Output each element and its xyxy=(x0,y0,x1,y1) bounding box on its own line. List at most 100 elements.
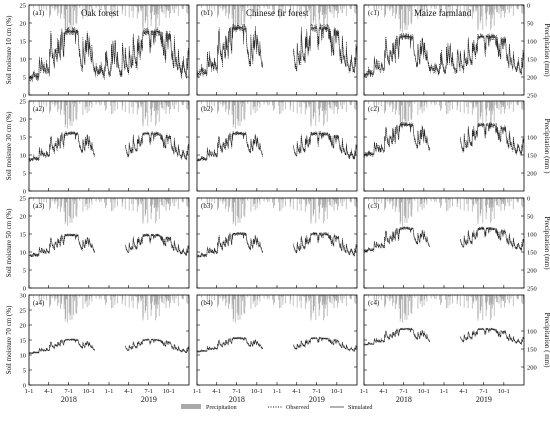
y-tick-label-right: 100 xyxy=(527,38,537,45)
y-tick-label-right: 200 xyxy=(527,170,537,177)
observed-series xyxy=(125,232,190,257)
panel-frame xyxy=(196,294,358,386)
simulated-series xyxy=(363,226,430,252)
panel-label: (b3) xyxy=(201,202,213,210)
simulated-series xyxy=(293,232,358,257)
panel-r3-c1: (a3) 0 5 10 15 20 25 xyxy=(20,195,190,292)
panel-frame xyxy=(363,197,525,289)
observed-series xyxy=(363,32,525,79)
y-axis-label-right: Precipitation ( mm) xyxy=(543,313,550,368)
x-tick-label: 10-1 xyxy=(83,388,95,395)
observed-series xyxy=(293,336,358,352)
panel-r1-c3: (c1) 0 50 100 150 200 250 xyxy=(363,2,537,99)
simulated-series xyxy=(28,29,190,80)
y-tick-label-left: 5 xyxy=(23,170,26,177)
x-tick-label: 1-1 xyxy=(25,388,34,395)
y-tick-label-left: 10 xyxy=(20,249,27,256)
y-tick-label-left: 25 xyxy=(20,195,27,202)
panel-label: (c3) xyxy=(368,202,380,210)
y-axis-label-left: Soil moisture 50 cm (%) xyxy=(5,208,13,277)
y-tick-label-right: 200 xyxy=(527,74,537,81)
simulated-series xyxy=(363,122,431,157)
observed-series xyxy=(28,232,96,258)
y-tick-label-left: 5 xyxy=(23,367,26,374)
simulated-series xyxy=(293,336,358,352)
observed-series xyxy=(460,327,525,345)
panel-frame xyxy=(28,294,190,386)
legend-swatch-precipitation xyxy=(181,404,201,409)
y-tick-label-left: 25 xyxy=(20,98,27,105)
observed-series xyxy=(363,327,431,347)
observed-series xyxy=(196,231,264,259)
panel-r4-c1: (a4) 0 5 10 15 20 25 30 1-1 4-1 7-1 10-1 1-1 4-1 7-1 10… xyxy=(20,292,190,404)
y-tick-label-left: 10 xyxy=(20,352,27,359)
panel-label: (b4) xyxy=(201,299,213,307)
y-tick-label-right: 100 xyxy=(527,231,537,238)
panel-label: (a4) xyxy=(33,299,45,307)
observed-series xyxy=(28,338,96,355)
y-tick-label-right: 200 xyxy=(527,364,537,371)
x-tick-label: 4-1 xyxy=(292,388,301,395)
x-tick-label: 1-1 xyxy=(193,388,202,395)
observed-series xyxy=(363,121,431,158)
x-tick-label: 10-1 xyxy=(163,388,175,395)
legend: Precipitation Observed Simulated xyxy=(181,404,372,411)
panel-r3-c3: (c3) 0 50 100 150 200 250 xyxy=(363,195,537,292)
panel-frame xyxy=(28,197,190,289)
year-label: 2018 xyxy=(396,395,412,404)
observed-series xyxy=(460,122,525,156)
year-label: 2019 xyxy=(309,395,325,404)
y-tick-label-left: 25 xyxy=(20,2,27,9)
year-label: 2019 xyxy=(141,395,157,404)
y-tick-label-right: 150 xyxy=(527,249,537,256)
y-tick-label-right: 0 xyxy=(527,2,530,9)
x-tick-label: 7-1 xyxy=(479,388,488,395)
panel-label: (b2) xyxy=(201,105,213,113)
year-label: 2018 xyxy=(229,395,245,404)
panel-label: (c4) xyxy=(368,299,380,307)
panel-label: (a1) xyxy=(33,9,45,17)
x-tick-label: 1-1 xyxy=(105,388,114,395)
simulated-series xyxy=(460,123,525,155)
x-tick-label: 1-1 xyxy=(440,388,449,395)
y-tick-label-left: 0 xyxy=(23,382,26,389)
y-tick-label-right: 100 xyxy=(527,134,537,141)
observed-series xyxy=(460,226,525,251)
y-tick-label-left: 20 xyxy=(20,116,27,123)
y-axis-label-left: Soil moisture 30 cm (%) xyxy=(5,111,13,180)
panel-title-maize-farmland: Maize farmland xyxy=(414,8,472,18)
observed-series xyxy=(28,130,96,162)
y-tick-label-right: 50 xyxy=(527,20,534,27)
x-tick-label: 10-1 xyxy=(418,388,430,395)
legend-label-simulated: Simulated xyxy=(348,405,372,411)
y-tick-label-left: 20 xyxy=(20,213,27,220)
year-label: 2018 xyxy=(61,395,77,404)
x-tick-label: 4-1 xyxy=(212,388,221,395)
legend-label-precipitation: Precipitation xyxy=(206,405,237,411)
x-tick-label: 4-1 xyxy=(44,388,53,395)
observed-series xyxy=(196,336,263,353)
y-tick-label-left: 10 xyxy=(20,152,27,159)
y-tick-label-left: 20 xyxy=(20,20,27,27)
x-tick-label: 7-1 xyxy=(399,388,408,395)
y-tick-label-left: 10 xyxy=(20,56,27,63)
x-tick-label: 10-1 xyxy=(331,388,343,395)
panel-r4-c2: (b4) 1-1 4-1 7-1 10-1 1-1 4-1 7-1 10-1 2018 2019 xyxy=(193,294,358,404)
y-tick-label-left: 5 xyxy=(23,74,26,81)
simulated-series xyxy=(293,131,358,160)
x-tick-label: 10-1 xyxy=(498,388,510,395)
y-tick-label-left: 15 xyxy=(20,231,27,238)
simulated-series xyxy=(196,231,264,258)
simulated-series xyxy=(125,233,190,256)
x-tick-label: 7-1 xyxy=(144,388,153,395)
panel-label: (c1) xyxy=(368,9,380,17)
x-tick-label: 10-1 xyxy=(251,388,263,395)
panel-r2-c1: (a2) 0 5 10 15 20 25 xyxy=(20,98,190,195)
y-tick-label-right: 50 xyxy=(527,213,534,220)
y-axis-label-left: Soil moisture 10 cm (%) xyxy=(5,15,13,84)
x-tick-label: 4-1 xyxy=(379,388,388,395)
legend-label-observed: Observed xyxy=(286,405,309,411)
x-tick-label: 7-1 xyxy=(232,388,241,395)
